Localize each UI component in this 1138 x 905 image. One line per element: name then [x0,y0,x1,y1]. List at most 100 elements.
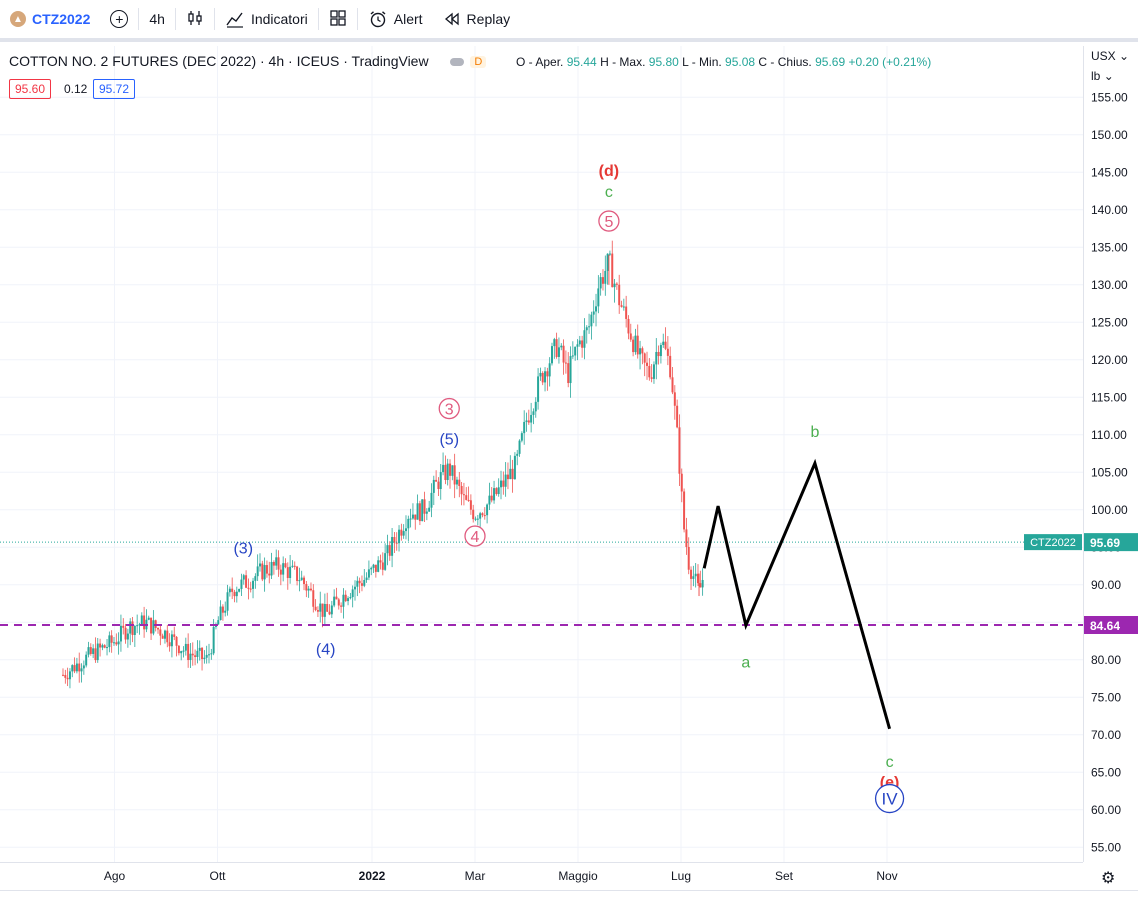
candle-body [393,537,396,543]
candle-body [562,345,565,363]
candle-body [71,665,74,672]
ask-price-box[interactable]: 95.72 [93,79,136,99]
indicators-button[interactable]: Indicatori [215,0,318,38]
candle-body [370,567,373,570]
candle [85,651,88,668]
candle-body [112,642,115,644]
currency-selector[interactable]: USX ⌄ [1091,49,1129,63]
y-tick-label: 90.00 [1091,578,1121,592]
candle-body [418,503,421,522]
candle-body [126,633,129,640]
candle-body [291,565,294,567]
candle [196,640,199,664]
high-value: 95.80 [648,55,679,69]
candle-body [398,529,401,544]
visibility-toggle-icon[interactable] [450,58,465,67]
candle-body [472,509,475,520]
candle-body [143,615,146,630]
bid-price-box[interactable]: 95.60 [9,79,52,99]
candle [669,346,672,380]
candle-body [493,488,496,501]
unit-selector[interactable]: lb ⌄ [1091,69,1114,83]
wave-label: (4) [316,642,336,659]
candle [284,558,287,569]
candle [532,408,535,425]
candle [683,488,686,533]
candle [71,664,74,678]
candle-body [442,464,445,473]
alert-button[interactable]: Alert [358,0,433,38]
low-value: 95.08 [725,55,756,69]
chevron-down-icon: ⌄ [1103,69,1114,83]
candle [298,567,301,592]
y-tick-label: 70.00 [1091,728,1121,742]
candle [409,508,412,528]
wave-label-text: c [886,754,894,771]
y-tick-label: 145.00 [1091,165,1128,179]
candle-body [511,468,514,480]
candle [252,577,255,599]
candle [648,358,651,381]
candle [391,527,394,568]
y-tick-label: 55.00 [1091,840,1121,854]
price-axis[interactable] [1083,46,1138,862]
candle-body [94,648,97,661]
unit-label: lb [1091,69,1101,83]
candle [585,325,588,344]
candle-body [96,643,99,661]
replay-button[interactable]: Replay [433,0,521,38]
candle [163,629,166,644]
candle [305,580,308,598]
plus-icon: + [110,10,129,28]
candle-body [226,592,229,611]
candle [618,274,621,314]
candle-body [242,575,245,580]
symbol-search[interactable]: ▲ CTZ2022 [0,0,100,38]
candle-body [138,624,141,626]
candle [696,564,699,587]
candle [386,534,389,566]
candle-body [99,643,102,648]
projection-path [702,458,892,730]
candle [270,552,273,580]
candle-body [669,355,672,378]
open-label: O - Aper. [516,55,564,69]
candle-body [585,327,588,331]
candle-body [106,647,109,649]
wave-label-circle [464,525,486,547]
candle [550,342,553,366]
interval-button[interactable]: 4h [139,0,175,38]
candle [115,633,118,646]
templates-button[interactable] [319,0,357,38]
candle-body [613,283,616,288]
candle-body [476,518,479,520]
candle [513,452,516,480]
candle [615,282,618,290]
candle [469,494,472,515]
candle [363,569,366,588]
compare-symbol-button[interactable]: + [100,0,138,38]
candle-body [648,365,651,378]
candle-body [430,492,433,508]
candle-body [103,645,106,648]
candle [177,645,180,656]
symbol-logo-icon: ▲ [10,11,26,27]
y-tick-label: 155.00 [1091,90,1128,104]
time-axis[interactable] [0,862,1083,891]
gear-icon[interactable]: ⚙ [1101,870,1116,887]
candle-body [421,499,424,522]
candle [553,337,556,359]
candle [203,650,206,664]
candle-body [699,583,702,588]
chart-type-button[interactable] [176,0,214,38]
candle-body [488,495,491,505]
candle-body [465,495,468,500]
candle [319,591,322,623]
candle [321,603,324,628]
candle [210,648,213,660]
candle [523,410,526,445]
candle [356,576,359,597]
candle [425,508,428,521]
candle [613,278,616,303]
